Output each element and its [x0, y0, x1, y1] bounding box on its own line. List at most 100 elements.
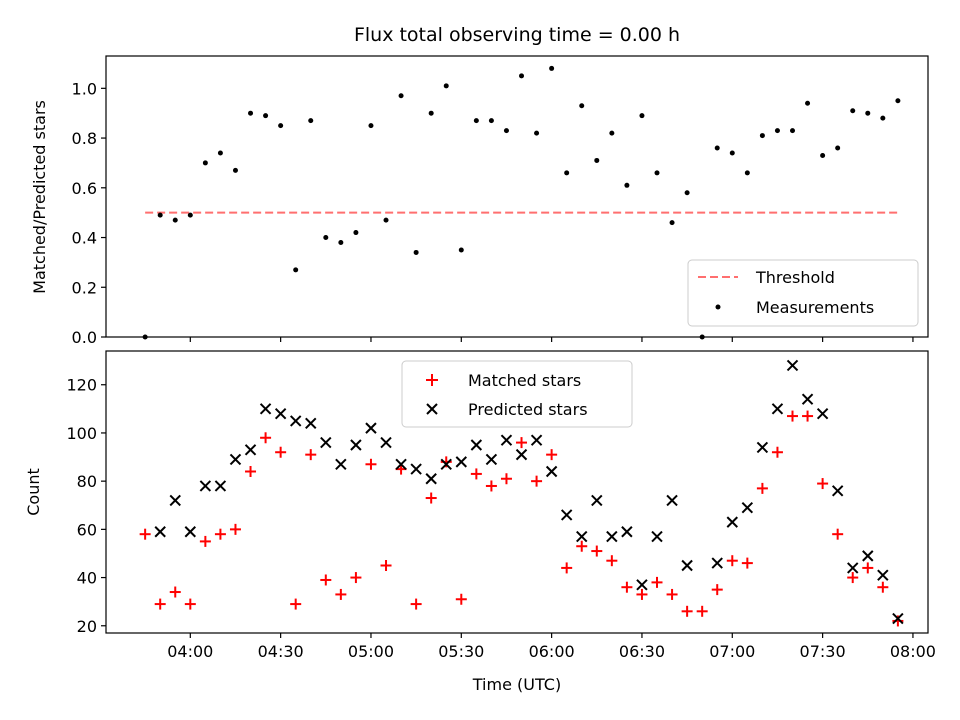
measurement-point [549, 65, 555, 71]
predicted-stars-point [244, 444, 257, 456]
predicted-stars-point [576, 530, 588, 543]
predicted-stars-point [801, 393, 814, 405]
predicted-stars-point [636, 579, 648, 591]
top-ytick-label: 0.6 [72, 179, 97, 198]
x-axis-label: Time (UTC) [472, 675, 561, 694]
measurement-point [293, 267, 299, 273]
measurement-point [353, 230, 359, 236]
predicted-stars-point [259, 403, 272, 415]
matched-stars-point [154, 598, 166, 610]
matched-stars-point [802, 410, 814, 422]
top-legend: Threshold Measurements [687, 259, 919, 327]
bottom-ytick-label: 60 [77, 520, 97, 539]
legend-predicted-swatch [426, 403, 438, 415]
measurement-point [759, 133, 765, 139]
matched-stars-point [350, 572, 362, 584]
matched-stars-point [199, 535, 211, 547]
predicted-stars-point [816, 407, 829, 420]
predicted-stars-point [289, 415, 302, 427]
chart-title: Flux total observing time = 0.00 h [354, 24, 680, 46]
predicted-stars-point [395, 458, 407, 470]
bottom-ytick-label: 120 [66, 376, 97, 395]
matched-stars-point [606, 555, 618, 567]
measurement-point [263, 113, 269, 119]
bottom-ytick-label: 100 [66, 424, 97, 443]
bottom-panel: 20 40 60 80 100 120 04:00 04:30 05:00 05:30 06:00… [24, 350, 936, 694]
xtick-label: 07:30 [800, 642, 846, 661]
predicted-stars-point [515, 448, 528, 461]
predicted-stars-point [410, 463, 422, 475]
top-ytick-label: 0.2 [72, 278, 97, 297]
matched-stars-point [847, 572, 859, 584]
xtick-label: 05:30 [438, 642, 484, 661]
legend-predicted-label: Predicted stars [468, 400, 588, 419]
predicted-stars-point [606, 530, 618, 543]
matched-stars-point [380, 560, 392, 572]
measurement-point [579, 103, 585, 109]
measurement-point [850, 108, 856, 114]
matched-stars-point [410, 598, 422, 610]
matched-stars-point [711, 584, 723, 596]
xtick-label: 08:00 [890, 642, 936, 661]
predicted-stars-point [365, 422, 377, 434]
predicted-stars-point [380, 436, 392, 449]
predicted-stars-point [214, 480, 227, 492]
measurement-point [383, 217, 389, 223]
matched-stars-point [245, 466, 257, 478]
bottom-ytick-label: 40 [77, 569, 97, 588]
predicted-stars-point [320, 436, 332, 449]
matched-stars-point [275, 446, 287, 458]
xtick-label: 06:30 [619, 642, 665, 661]
predicted-stars-point [862, 550, 874, 562]
matched-stars-point [561, 562, 573, 574]
predicted-stars-point [711, 557, 723, 569]
measurement-point [774, 128, 780, 134]
matched-stars-point [771, 446, 783, 458]
matched-stars-point [621, 581, 633, 593]
bottom-x-axis: 04:00 04:30 05:00 05:30 06:00 06:30 07:00 07:30… [167, 633, 936, 661]
matched-stars-point [681, 605, 693, 617]
top-ytick-label: 0.8 [72, 129, 97, 148]
matched-stars-point [184, 598, 196, 610]
matched-stars-point [335, 588, 347, 600]
matched-stars-point [305, 449, 317, 461]
matched-stars-point [546, 449, 558, 461]
measurement-point [805, 100, 811, 106]
predicted-stars-point [786, 359, 799, 372]
predicted-stars-point [681, 559, 693, 572]
predicted-stars-point [169, 494, 181, 507]
matched-stars-point [591, 545, 603, 557]
predicted-stars-point [530, 434, 543, 446]
measurement-point [248, 110, 254, 116]
matched-stars-point [726, 555, 738, 567]
measurement-point [895, 98, 901, 104]
measurement-point [413, 249, 419, 255]
measurement-point [609, 130, 615, 136]
predicted-stars-point [350, 439, 362, 451]
measurement-point [820, 152, 826, 158]
matched-stars-point [470, 468, 482, 480]
matched-stars-point [817, 478, 829, 490]
matched-stars-point [425, 492, 437, 504]
top-marks [142, 65, 901, 340]
measurement-point [338, 240, 344, 246]
measurement-point [835, 145, 841, 151]
measurement-point [684, 190, 690, 196]
measurement-point [790, 128, 796, 134]
predicted-stars-point [756, 441, 769, 454]
measurement-point [488, 118, 494, 124]
measurement-point [368, 123, 374, 129]
predicted-stars-point [500, 434, 513, 446]
matched-stars-point [320, 574, 332, 586]
matched-stars-point [455, 593, 467, 605]
top-y-axis: 0.0 0.2 0.4 0.6 0.8 1.0 [72, 79, 106, 347]
measurement-point [278, 123, 284, 129]
bottom-ytick-label: 80 [77, 472, 97, 491]
matched-stars-point [651, 576, 663, 588]
bottom-legend-box [401, 360, 633, 428]
matched-stars-point [877, 581, 889, 593]
bottom-y-axis: 20 40 60 80 100 120 [66, 376, 106, 636]
predicted-stars-point [666, 494, 678, 507]
measurement-point [187, 212, 193, 218]
